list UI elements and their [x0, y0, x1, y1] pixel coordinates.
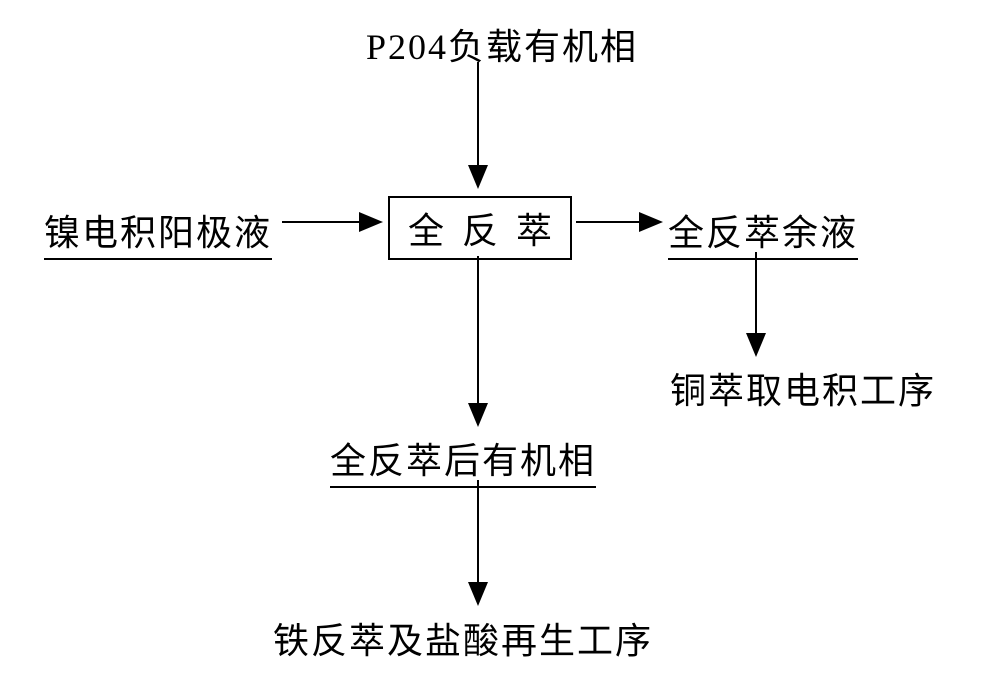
node-left: 镍电积阳极液	[44, 204, 272, 260]
node-right-bottom: 铜萃取电积工序	[670, 362, 936, 414]
node-left-text: 镍电积阳极液	[44, 213, 272, 253]
node-center-bottom: 全反萃后有机相	[330, 432, 596, 488]
node-top: P204负载有机相	[366, 18, 638, 70]
node-center: 全反萃	[388, 196, 572, 260]
node-bottom-text: 铁反萃及盐酸再生工序	[273, 621, 653, 661]
node-center-bottom-text: 全反萃后有机相	[330, 441, 596, 481]
node-top-text: P204负载有机相	[366, 27, 638, 67]
node-center-text: 全反萃	[408, 211, 570, 251]
node-bottom: 铁反萃及盐酸再生工序	[273, 612, 653, 664]
node-right: 全反萃余液	[668, 204, 858, 260]
arrows-svg	[0, 0, 1000, 682]
node-right-text: 全反萃余液	[668, 213, 858, 253]
node-right-bottom-text: 铜萃取电积工序	[670, 371, 936, 411]
